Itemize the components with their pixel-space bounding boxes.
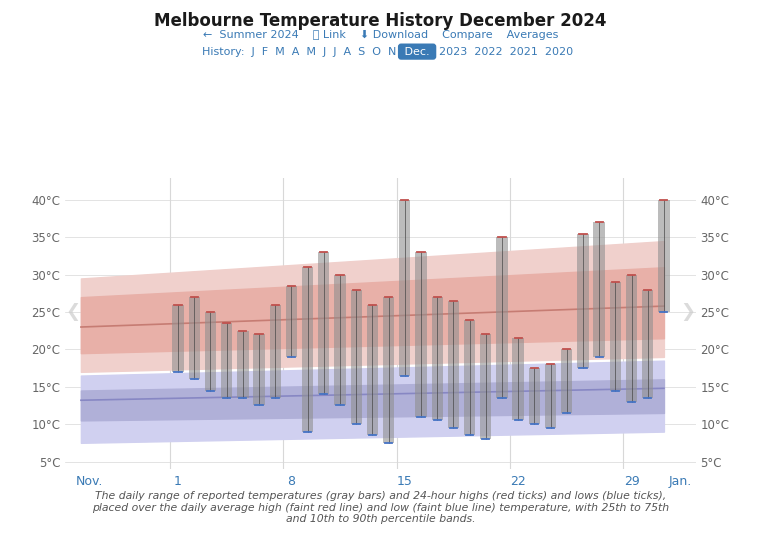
- Bar: [610, 282, 621, 391]
- Bar: [447, 301, 459, 428]
- Bar: [367, 305, 378, 435]
- Bar: [318, 253, 330, 394]
- Text: ←  Summer 2024    🔗 Link    ⬇ Download    Compare    Averages: ← Summer 2024 🔗 Link ⬇ Download Compare …: [203, 30, 558, 40]
- Bar: [594, 223, 605, 357]
- Bar: [512, 338, 524, 421]
- Bar: [496, 238, 508, 398]
- Text: ❮: ❮: [65, 303, 81, 321]
- Bar: [205, 312, 216, 391]
- Bar: [480, 335, 492, 439]
- Bar: [545, 365, 556, 428]
- Bar: [626, 275, 637, 402]
- Bar: [253, 335, 265, 406]
- Bar: [529, 368, 540, 424]
- Bar: [578, 234, 588, 368]
- Bar: [642, 290, 654, 398]
- Bar: [334, 275, 345, 406]
- Bar: [658, 200, 670, 312]
- Text: The daily range of reported temperatures (gray bars) and 24-hour highs (red tick: The daily range of reported temperatures…: [92, 491, 669, 524]
- Bar: [173, 305, 183, 372]
- Text: History:  J  F  M  A  M  J  J  A  S  O  N: History: J F M A M J J A S O N: [202, 47, 403, 57]
- Text: 2023  2022  2021  2020: 2023 2022 2021 2020: [432, 47, 573, 57]
- Bar: [269, 305, 281, 398]
- Bar: [399, 200, 410, 376]
- Text: Melbourne Temperature History December 2024: Melbourne Temperature History December 2…: [154, 12, 607, 30]
- Bar: [286, 286, 297, 357]
- Bar: [383, 297, 394, 443]
- Bar: [351, 290, 362, 424]
- Text: ❯: ❯: [680, 303, 696, 321]
- Bar: [302, 268, 314, 432]
- Bar: [416, 253, 427, 417]
- Text: Dec.: Dec.: [401, 47, 433, 57]
- Bar: [189, 297, 200, 379]
- Bar: [237, 331, 249, 398]
- Bar: [561, 350, 572, 413]
- Bar: [221, 323, 232, 398]
- Bar: [431, 297, 443, 421]
- Bar: [464, 320, 475, 435]
